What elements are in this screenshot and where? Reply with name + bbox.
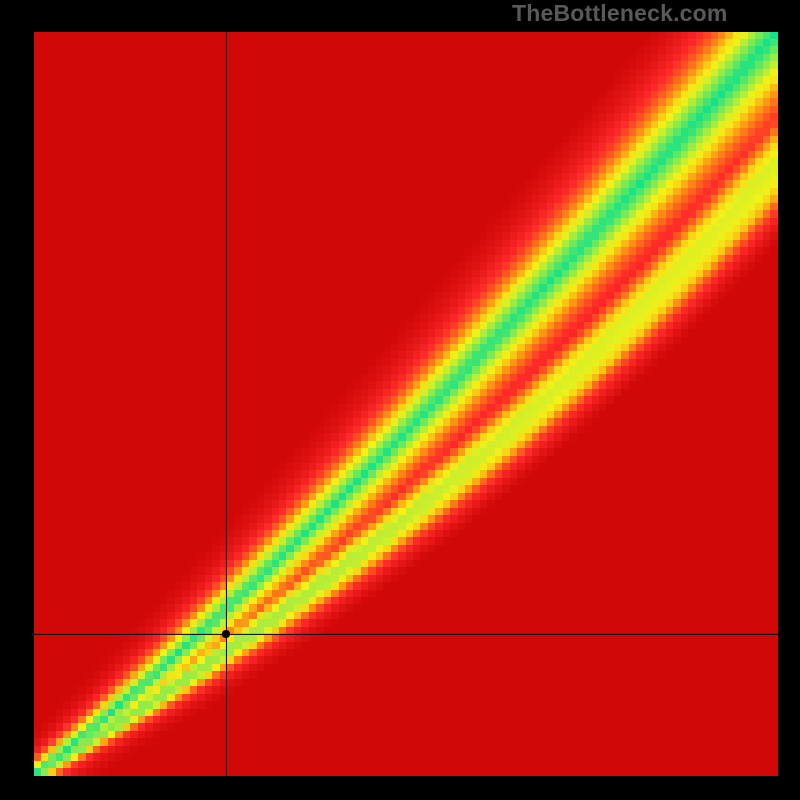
watermark-text: TheBottleneck.com [512, 0, 728, 27]
chart-container: { "meta": { "watermark_text": "TheBottle… [0, 0, 800, 800]
heatmap-plot [34, 32, 778, 776]
heatmap-canvas [34, 32, 778, 776]
